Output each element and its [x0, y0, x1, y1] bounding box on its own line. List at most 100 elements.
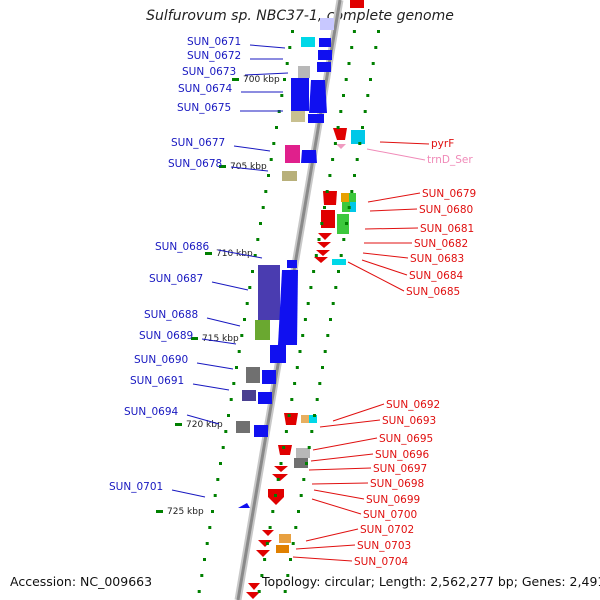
gene-label-sun_0678[interactable]: SUN_0678 [168, 158, 222, 170]
gene-arrow[interactable] [316, 250, 330, 256]
gene-block[interactable] [285, 145, 300, 163]
gene-block[interactable] [294, 458, 308, 468]
gene-arrow[interactable] [333, 128, 347, 140]
gene-label-sun_0671[interactable]: SUN_0671 [187, 36, 241, 48]
gene-label-sun_0699[interactable]: SUN_0699 [366, 494, 420, 506]
gene-block[interactable] [309, 415, 317, 423]
gene-arrow[interactable] [262, 530, 274, 536]
gene-label-sun_0697[interactable]: SUN_0697 [373, 463, 427, 475]
gene-block[interactable] [282, 171, 297, 181]
gene-arrow[interactable] [301, 150, 317, 163]
gene-label-sun_0690[interactable]: SUN_0690 [134, 354, 188, 366]
gene-arrow[interactable] [268, 489, 284, 497]
gene-label-sun_0674[interactable]: SUN_0674 [178, 83, 232, 95]
reverse-strand-genes [246, 128, 365, 599]
gene-arrow[interactable] [323, 191, 337, 205]
gene-block[interactable] [350, 202, 356, 212]
gene-arrow[interactable] [254, 425, 268, 437]
gene-label-sun_0688[interactable]: SUN_0688 [144, 309, 198, 321]
scale-tick [268, 526, 272, 529]
gene-label-sun_0681[interactable]: SUN_0681 [420, 223, 474, 235]
scale-tick [331, 158, 335, 161]
gene-block[interactable] [351, 130, 365, 144]
gene-label-sun_0700[interactable]: SUN_0700 [363, 509, 417, 521]
scale-tick [279, 462, 283, 465]
gene-label-sun_0695[interactable]: SUN_0695 [379, 433, 433, 445]
gene-arrow[interactable] [268, 497, 284, 505]
gene-block[interactable] [246, 367, 260, 383]
gene-arrow[interactable] [321, 210, 335, 228]
gene-block[interactable] [255, 320, 270, 340]
gene-label-sun_0673[interactable]: SUN_0673 [182, 66, 236, 78]
gene-label-sun_0691[interactable]: SUN_0691 [130, 375, 184, 387]
gene-label-sun_0683[interactable]: SUN_0683 [410, 253, 464, 265]
gene-arrow[interactable] [258, 392, 272, 404]
gene-block[interactable] [242, 390, 256, 401]
gene-arrow[interactable] [246, 592, 260, 599]
gene-label-sun_0677[interactable]: SUN_0677 [171, 137, 225, 149]
gene-label-trnd-ser[interactable]: trnD_Ser [427, 154, 473, 166]
gene-block[interactable] [341, 193, 349, 202]
gene-arrow[interactable] [318, 233, 332, 240]
gene-arrow[interactable] [287, 260, 297, 268]
gene-arrow[interactable] [248, 583, 260, 590]
gene-block[interactable] [279, 534, 291, 543]
gene-label-sun_0693[interactable]: SUN_0693 [382, 415, 436, 427]
gene-block[interactable] [236, 421, 250, 433]
gene-label-sun_0672[interactable]: SUN_0672 [187, 50, 241, 62]
gene-block[interactable] [296, 448, 310, 458]
gene-arrow[interactable] [278, 270, 298, 345]
gene-block[interactable] [332, 259, 346, 265]
gene-block[interactable] [276, 545, 289, 553]
gene-arrow[interactable] [270, 345, 286, 363]
gene-label-sun_0698[interactable]: SUN_0698 [370, 478, 424, 490]
gene-block[interactable] [349, 193, 356, 202]
gene-label-sun_0703[interactable]: SUN_0703 [357, 540, 411, 552]
gene-arrow[interactable] [309, 80, 327, 113]
gene-block[interactable] [342, 202, 350, 212]
gene-label-sun_0704[interactable]: SUN_0704 [354, 556, 408, 568]
gene-label-pyrf[interactable]: pyrF [431, 138, 454, 150]
gene-arrow[interactable] [308, 114, 324, 123]
gene-arrow[interactable] [291, 78, 309, 111]
gene-label-sun_0685[interactable]: SUN_0685 [406, 286, 460, 298]
scale-tick [302, 478, 306, 481]
gene-label-sun_0684[interactable]: SUN_0684 [409, 270, 463, 282]
gene-arrow[interactable] [256, 550, 270, 557]
gene-arrow[interactable] [284, 413, 298, 425]
trna-mark[interactable] [336, 144, 346, 149]
gene-arrow[interactable] [278, 445, 292, 455]
gene-label-sun_0689[interactable]: SUN_0689 [139, 330, 193, 342]
gene-arrow[interactable] [262, 370, 276, 384]
gene-block[interactable] [298, 66, 310, 78]
gene-arrow[interactable] [274, 466, 288, 472]
gene-label-sun_0682[interactable]: SUN_0682 [414, 238, 468, 250]
gene-arrow[interactable] [317, 62, 331, 72]
gene-arrow[interactable] [318, 50, 332, 60]
gene-label-sun_0692[interactable]: SUN_0692 [386, 399, 440, 411]
scale-tick [227, 414, 230, 417]
gene-arrow[interactable] [272, 474, 288, 481]
gene-callout-line [186, 414, 220, 425]
gene-arrow[interactable] [317, 242, 331, 248]
gene-label-sun_0694[interactable]: SUN_0694 [124, 406, 178, 418]
gene-label-sun_0686[interactable]: SUN_0686 [155, 241, 209, 253]
gene-label-sun_0701[interactable]: SUN_0701 [109, 481, 163, 493]
gene-label-sun_0679[interactable]: SUN_0679 [422, 188, 476, 200]
gene-block[interactable] [301, 415, 310, 423]
scale-tick [271, 510, 275, 513]
gene-arrow[interactable] [238, 503, 250, 508]
gene-block[interactable] [301, 37, 315, 47]
gene-block[interactable] [258, 265, 280, 320]
gene-label-sun_0696[interactable]: SUN_0696 [375, 449, 429, 461]
gene-block[interactable] [291, 111, 305, 122]
gene-label-sun_0675[interactable]: SUN_0675 [177, 102, 231, 114]
gene-label-sun_0702[interactable]: SUN_0702 [360, 524, 414, 536]
gene-block[interactable] [337, 214, 349, 234]
gene-label-sun_0680[interactable]: SUN_0680 [419, 204, 473, 216]
gene-arrow[interactable] [258, 540, 272, 547]
gene-label-sun_0687[interactable]: SUN_0687 [149, 273, 203, 285]
gene-arrow[interactable] [314, 257, 328, 263]
gene-arrow[interactable] [319, 38, 331, 47]
